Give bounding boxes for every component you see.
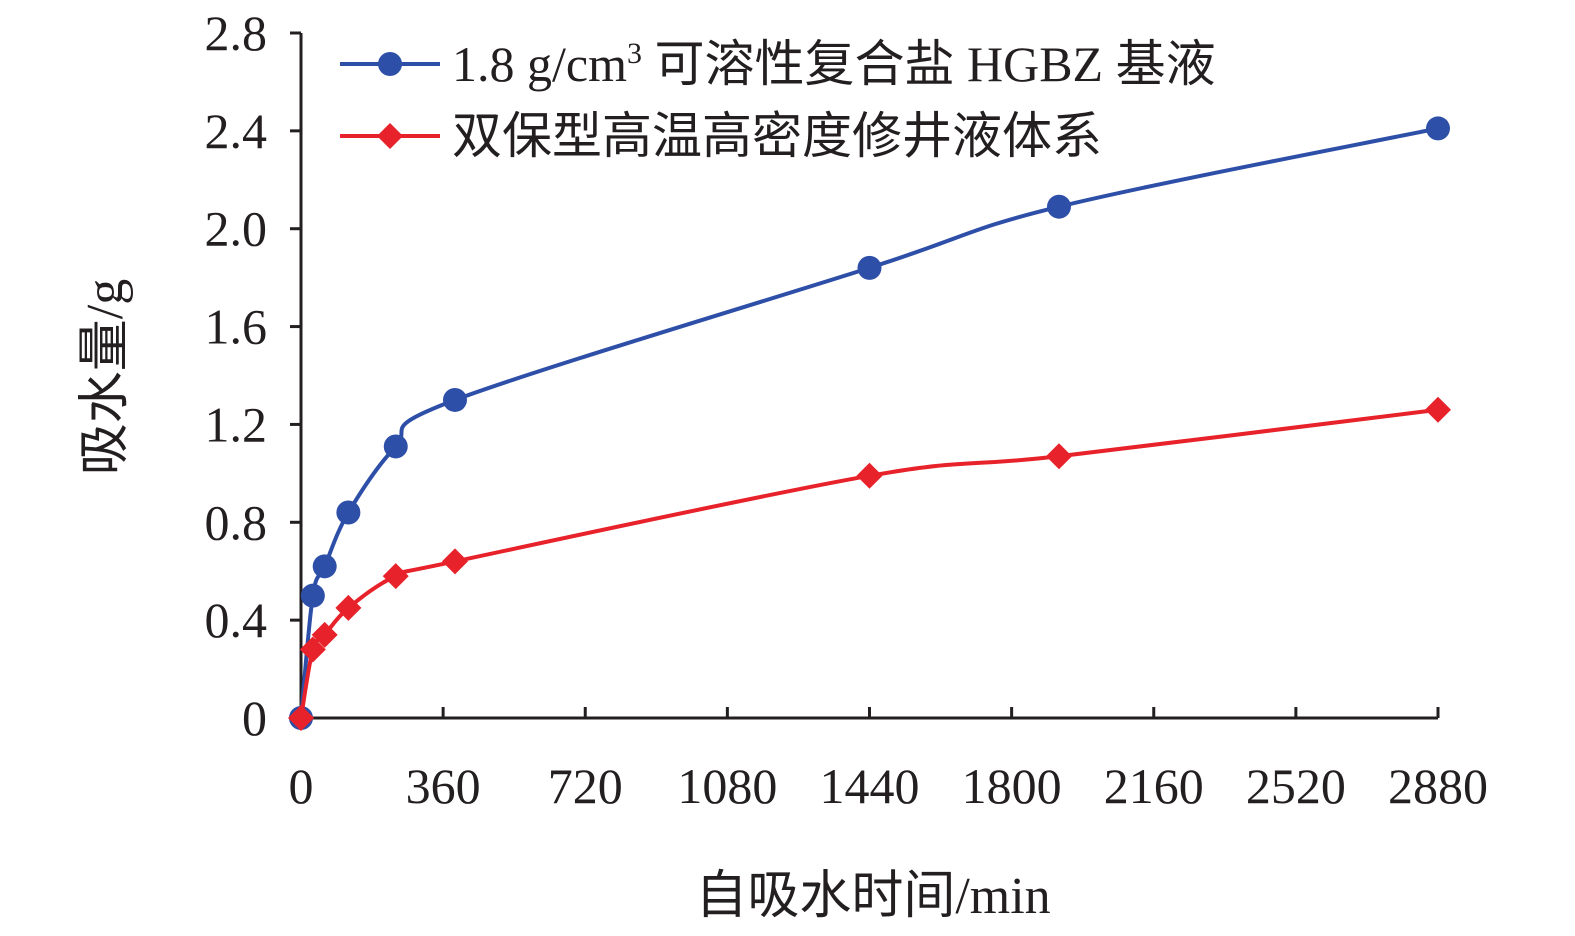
data-point-diamond: [311, 621, 338, 648]
data-point-diamond: [288, 705, 314, 731]
legend-marker: [377, 123, 403, 149]
x-tick-label: 0: [289, 758, 314, 814]
x-tick-label: 2160: [1104, 758, 1204, 814]
series-1: [289, 116, 1450, 730]
x-tick-label: 360: [406, 758, 481, 814]
y-axis-title: 吸水量/g: [77, 279, 134, 475]
legend-label: 1.8 g/cm3 可溶性复合盐 HGBZ 基液: [452, 36, 1216, 92]
y-tick-label: 2.8: [205, 5, 268, 61]
data-point-circle: [1047, 194, 1071, 219]
data-point-circle: [383, 434, 408, 459]
axes: 0 0.4 0.8 1.2 1.6 2.0 2.4 2.8 0 360 720 1080 1440 180…: [205, 5, 1489, 814]
x-tick-label: 720: [548, 758, 623, 814]
data-point-diamond: [856, 462, 883, 489]
x-axis-title: 自吸水时间/min: [695, 868, 1050, 925]
data-point-diamond: [335, 594, 362, 621]
y-tick-label: 1.6: [205, 299, 268, 355]
data-point-diamond: [1046, 443, 1072, 470]
data-point-circle: [857, 255, 882, 280]
series-line: [299, 126, 1440, 720]
data-point-diamond: [299, 636, 326, 663]
x-tick-label: 1080: [677, 758, 777, 814]
y-tick-label: 2.4: [205, 103, 268, 159]
y-tick-label: 1.2: [205, 396, 268, 452]
legend-item-2: 双保型高温高密度修井液体系: [340, 108, 1102, 164]
data-point-diamond: [382, 563, 409, 590]
y-tick-label: 2.0: [205, 201, 268, 257]
series-2: [288, 396, 1451, 731]
y-tick-label: 0.4: [205, 592, 268, 648]
x-tick-label: 1800: [962, 758, 1062, 814]
data-point-circle: [312, 554, 337, 579]
data-point-circle: [336, 500, 361, 525]
series-layer: [288, 116, 1451, 731]
x-tick-label: 1440: [820, 758, 920, 814]
x-tick-label: 2880: [1388, 758, 1488, 814]
y-tick-label: 0.8: [205, 494, 268, 550]
x-tick-label: 2520: [1246, 758, 1346, 814]
data-point-circle: [300, 583, 325, 608]
series-line: [299, 407, 1440, 720]
y-tick-label: 0: [242, 690, 267, 746]
data-point-circle: [1426, 116, 1450, 141]
legend-label: 双保型高温高密度修井液体系: [452, 108, 1102, 164]
data-point-diamond: [1425, 396, 1451, 423]
data-point-diamond: [441, 548, 468, 575]
data-point-circle: [442, 387, 467, 412]
legend-marker: [378, 52, 402, 76]
legend-item-1: 1.8 g/cm3 可溶性复合盐 HGBZ 基液: [340, 36, 1216, 92]
